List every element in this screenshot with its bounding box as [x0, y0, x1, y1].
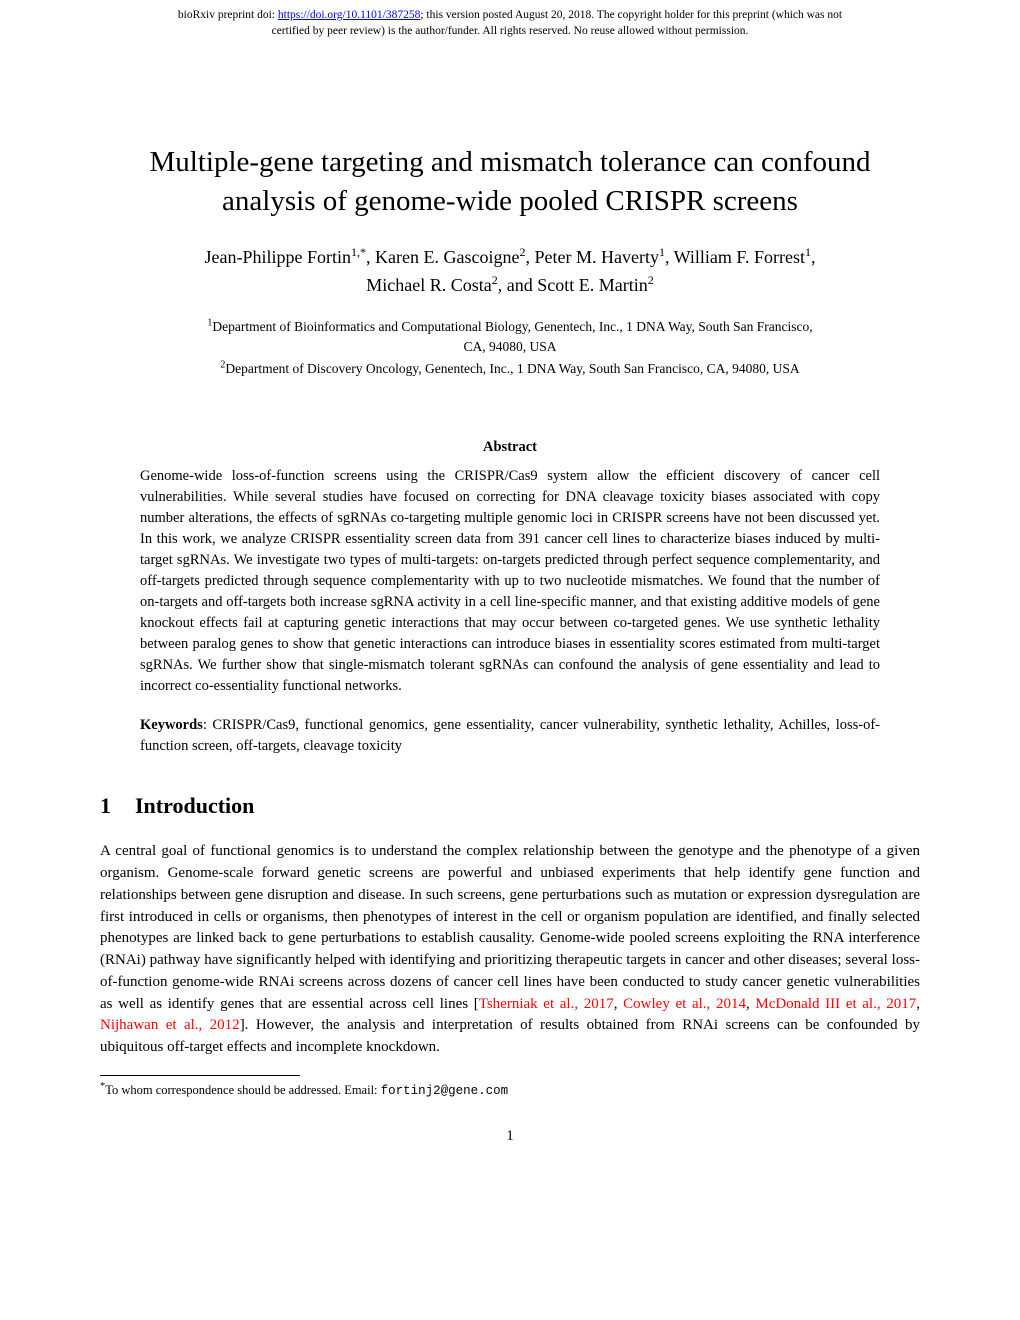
- ref-nijhawan[interactable]: Nijhawan et al., 2012: [100, 1017, 240, 1033]
- keywords-text: : CRISPR/Cas9, functional genomics, gene…: [140, 717, 880, 754]
- title-line2: analysis of genome-wide pooled CRISPR sc…: [222, 185, 798, 217]
- intro-text: A central goal of functional genomics is…: [100, 843, 920, 1011]
- page-content: Multiple-gene targeting and mismatch tol…: [0, 43, 1020, 1185]
- paper-title: Multiple-gene targeting and mismatch tol…: [100, 143, 920, 221]
- keywords-label: Keywords: [140, 717, 203, 733]
- ref-tsherniak[interactable]: Tsherniak et al., 2017: [479, 996, 614, 1012]
- footnote-email: fortinj2@gene.com: [381, 1084, 509, 1098]
- authors-line2: Michael R. Costa2, and Scott E. Martin2: [366, 275, 653, 295]
- affiliation-1: 1Department of Bioinformatics and Comput…: [207, 319, 812, 334]
- page-number: 1: [100, 1128, 920, 1145]
- footnote-rule: [100, 1075, 300, 1076]
- abstract-body: Genome-wide loss-of-function screens usi…: [140, 466, 880, 697]
- banner-prefix: bioRxiv preprint doi:: [178, 9, 278, 21]
- doi-link[interactable]: https://doi.org/10.1101/387258: [278, 9, 420, 21]
- affiliation-1b: CA, 94080, USA: [463, 339, 556, 354]
- authors: Jean-Philippe Fortin1,*, Karen E. Gascoi…: [100, 243, 920, 299]
- authors-line1: Jean-Philippe Fortin1,*, Karen E. Gascoi…: [205, 247, 816, 267]
- abstract-heading: Abstract: [100, 439, 920, 456]
- affiliation-2: 2Department of Discovery Oncology, Genen…: [220, 361, 799, 376]
- ref-cowley[interactable]: Cowley et al., 2014: [623, 996, 746, 1012]
- banner-middle: ; this version posted August 20, 2018. T…: [420, 9, 842, 21]
- preprint-banner: bioRxiv preprint doi: https://doi.org/10…: [0, 0, 1020, 43]
- keywords: Keywords: CRISPR/Cas9, functional genomi…: [140, 715, 880, 757]
- ref-mcdonald[interactable]: McDonald III et al., 2017: [755, 996, 916, 1012]
- title-line1: Multiple-gene targeting and mismatch tol…: [150, 146, 871, 178]
- footnote-text: To whom correspondence should be address…: [105, 1083, 380, 1097]
- affiliations: 1Department of Bioinformatics and Comput…: [100, 315, 920, 379]
- corresponding-footnote: *To whom correspondence should be addres…: [100, 1080, 920, 1101]
- section-number: 1: [100, 793, 111, 818]
- section-heading: 1 Introduction: [100, 793, 920, 819]
- banner-line2: certified by peer review) is the author/…: [272, 25, 749, 37]
- section-title: Introduction: [135, 793, 254, 818]
- intro-paragraph: A central goal of functional genomics is…: [100, 841, 920, 1059]
